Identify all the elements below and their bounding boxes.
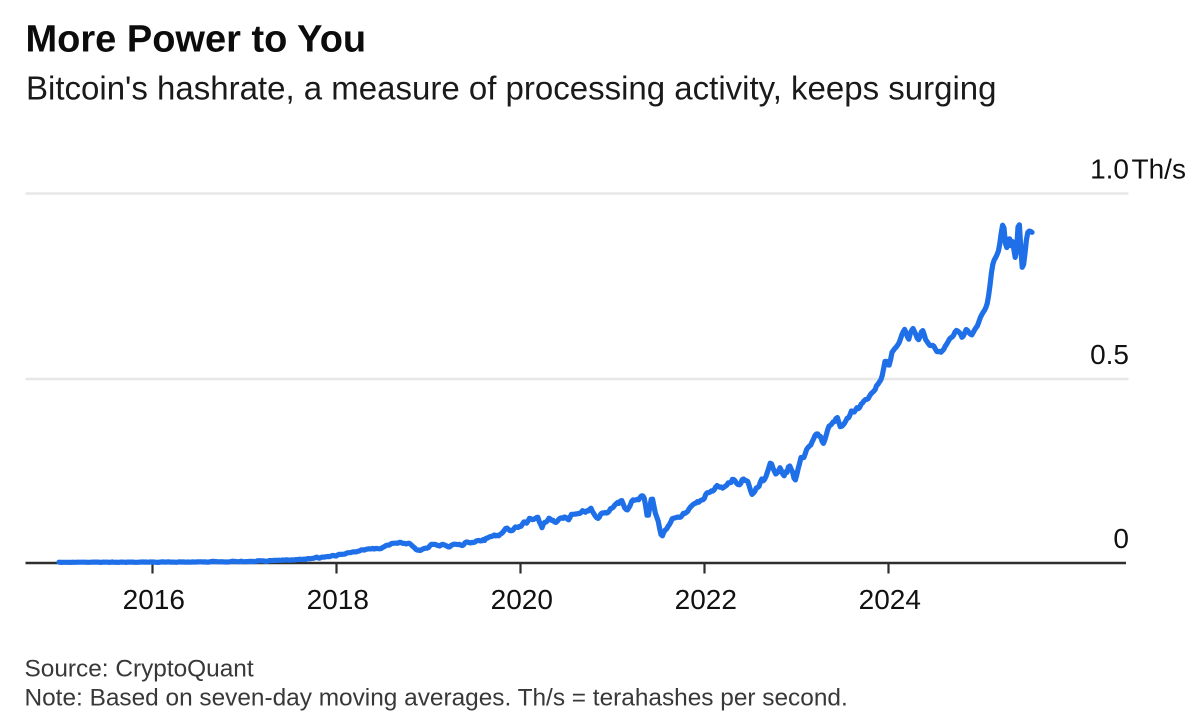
svg-text:2020: 2020 [491,584,553,615]
svg-text:Note: Based on seven-day movin: Note: Based on seven-day moving averages… [25,685,848,712]
svg-text:2018: 2018 [307,584,369,615]
svg-text:1.0: 1.0 [1090,154,1129,185]
svg-text:Source: CryptoQuant: Source: CryptoQuant [25,656,254,683]
svg-text:More Power to You: More Power to You [26,19,367,61]
svg-text:Th/s: Th/s [1132,154,1186,185]
svg-text:0.5: 0.5 [1090,339,1129,370]
svg-text:Bitcoin's hashrate, a measure: Bitcoin's hashrate, a measure of process… [26,70,997,107]
svg-text:2022: 2022 [675,584,737,615]
svg-text:2024: 2024 [859,584,921,615]
svg-text:2016: 2016 [123,584,185,615]
svg-text:0: 0 [1113,523,1129,554]
